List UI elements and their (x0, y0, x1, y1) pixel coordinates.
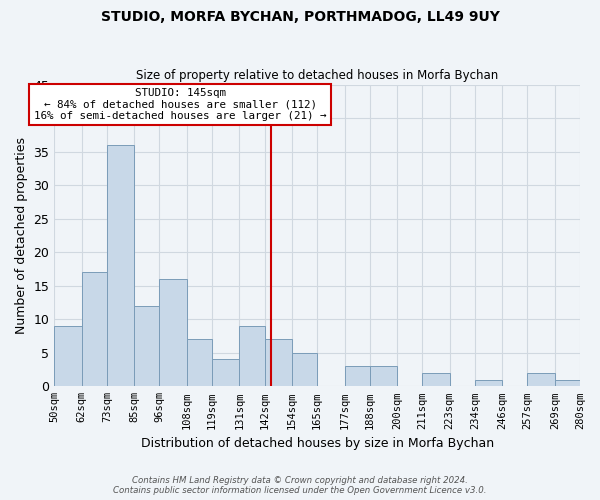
Bar (292, 353, 317, 386)
Title: Size of property relative to detached houses in Morfa Bychan: Size of property relative to detached ho… (136, 69, 498, 82)
Bar (212, 360, 239, 386)
Y-axis label: Number of detached properties: Number of detached properties (15, 137, 28, 334)
Bar (527, 373, 555, 386)
Text: Contains HM Land Registry data © Crown copyright and database right 2024.
Contai: Contains HM Land Registry data © Crown c… (113, 476, 487, 495)
Bar (239, 326, 265, 386)
Bar (370, 366, 397, 386)
Bar (107, 145, 134, 386)
Bar (160, 279, 187, 386)
Bar (555, 380, 580, 386)
Bar (265, 340, 292, 386)
Bar (475, 380, 502, 386)
Bar (422, 373, 450, 386)
Bar (54, 326, 82, 386)
Text: STUDIO: 145sqm
← 84% of detached houses are smaller (112)
16% of semi-detached h: STUDIO: 145sqm ← 84% of detached houses … (34, 88, 326, 121)
Bar (134, 306, 160, 386)
Text: STUDIO, MORFA BYCHAN, PORTHMADOG, LL49 9UY: STUDIO, MORFA BYCHAN, PORTHMADOG, LL49 9… (101, 10, 499, 24)
Bar (187, 340, 212, 386)
X-axis label: Distribution of detached houses by size in Morfa Bychan: Distribution of detached houses by size … (140, 437, 494, 450)
Bar (344, 366, 370, 386)
Bar (82, 272, 107, 386)
